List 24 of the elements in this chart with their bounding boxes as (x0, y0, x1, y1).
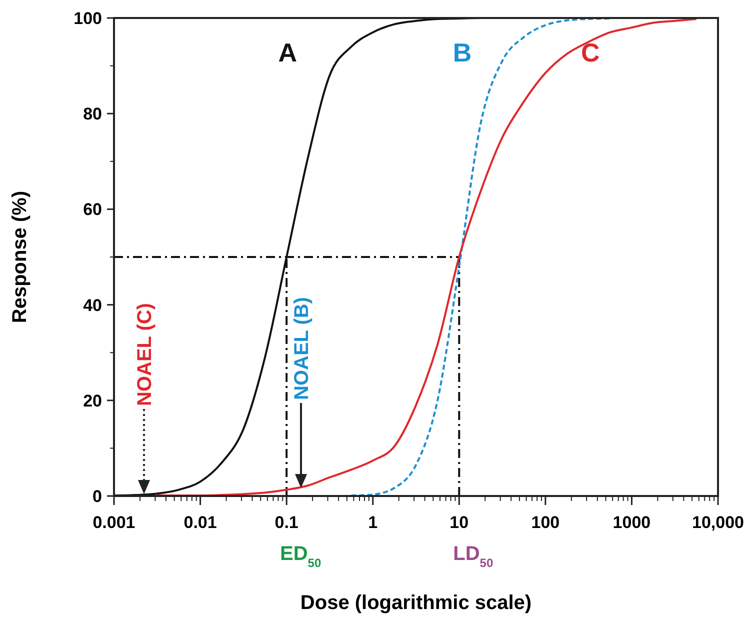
series-label: B (452, 37, 472, 68)
series-label: C (581, 37, 600, 68)
y-tick-label: 20 (83, 391, 102, 410)
annotation: NOAEL (B) (291, 297, 313, 400)
x-tick-label: 0.001 (92, 513, 136, 532)
y-tick-label: 40 (83, 296, 102, 315)
x-tick-label: 0.1 (274, 513, 298, 532)
x-tick-label: 10,000 (692, 513, 744, 532)
y-axis-title: Response (%) (9, 190, 31, 324)
x-tick-label: 0.01 (184, 513, 217, 532)
x-tick-label: 1000 (612, 513, 651, 532)
series-label: A (278, 37, 298, 68)
y-tick-label: 0 (92, 487, 102, 506)
ref-line-label: ED$_{50}$ (280, 543, 322, 570)
line-series (350, 17, 612, 497)
y-tick-label: 80 (83, 104, 102, 124)
y-tick-label: 100 (74, 9, 102, 28)
x-tick-label: 100 (531, 513, 560, 532)
x-axis-title: Dose (logarithmic scale) (300, 592, 532, 614)
annotation: NOAEL (C) (134, 303, 156, 406)
x-tick-label: 1 (368, 513, 378, 532)
ref-line-label: LD$_{50}$ (453, 543, 494, 570)
y-tick-label: 60 (83, 200, 102, 220)
x-tick-label: 10 (450, 513, 469, 532)
